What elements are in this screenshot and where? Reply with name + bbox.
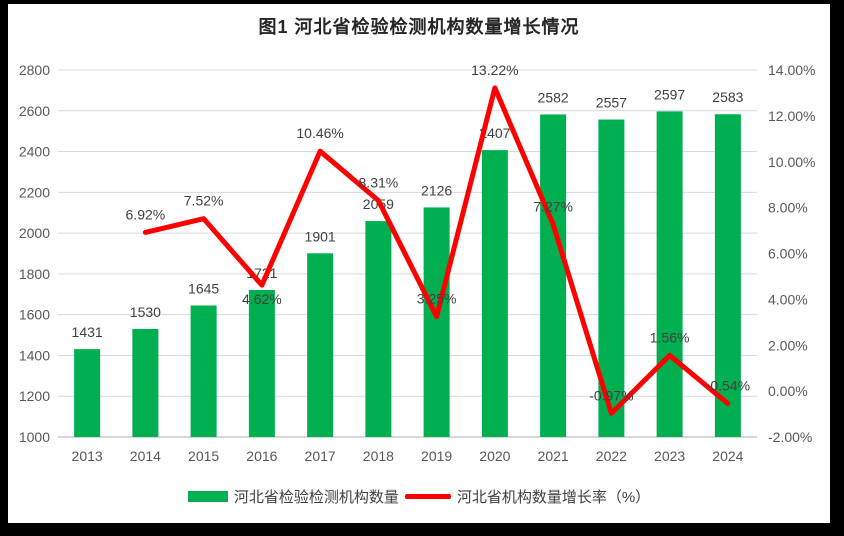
x-axis-category-label: 2023 [654, 448, 685, 464]
combo-chart-plot: 1000 1200 1400 1600 1800 2000 2200 2400 2600 2800… [19, 62, 816, 464]
chart-title: 图1 河北省检验检测机构数量增长情况 [258, 17, 580, 37]
legend-label-bar: 河北省检验检测机构数量 [233, 489, 399, 506]
x-axis-category-label: 2018 [363, 448, 394, 464]
line-value-label: 7.52% [184, 193, 224, 209]
bar-value-label: 1645 [188, 280, 219, 296]
legend-swatch-line [404, 494, 451, 499]
y-axis-left-tick-label: 2600 [19, 103, 50, 119]
x-axis-category-label: 2013 [72, 448, 103, 464]
y-axis-left-tick-label: 1400 [19, 347, 50, 363]
y-axis-left-tick-label: 2400 [19, 144, 50, 160]
line-value-label: 13.22% [471, 62, 518, 78]
bar-value-label: 2583 [712, 89, 743, 105]
bar [74, 349, 101, 437]
legend-label-line: 河北省机构数量增长率（%） [456, 489, 651, 506]
y-axis-right-tick-label: -2.00% [768, 429, 812, 445]
bar [423, 207, 450, 437]
x-axis-category-label: 2014 [130, 448, 161, 464]
chart-legend: 河北省检验检测机构数量 河北省机构数量增长率（%） [8, 486, 830, 507]
x-axis-category-label: 2019 [421, 448, 452, 464]
line-value-label: 3.25% [417, 291, 457, 307]
x-axis-category-label: 2024 [712, 448, 743, 464]
y-axis-right-tick-label: 8.00% [768, 200, 808, 216]
y-axis-right-tick-label: 12.00% [768, 108, 815, 124]
bar-value-label: 1530 [130, 304, 161, 320]
y-axis-left-tick-label: 1800 [19, 266, 50, 282]
bar-value-label: 2597 [654, 86, 685, 102]
x-axis-category-label: 2021 [538, 448, 569, 464]
legend-item-bar-series: 河北省检验检测机构数量 [187, 486, 399, 507]
x-axis-category-label: 2017 [305, 448, 336, 464]
bar-value-label: 1901 [305, 228, 336, 244]
bar [190, 305, 217, 437]
legend-item-line-series: 河北省机构数量增长率（%） [404, 486, 651, 507]
y-axis-left-tick-label: 2200 [19, 184, 50, 200]
y-axis-left-tick-label: 2800 [19, 62, 50, 78]
bar [656, 111, 683, 438]
bar [714, 114, 741, 437]
line-value-label: 4.62% [242, 291, 282, 307]
line-value-label: 6.92% [126, 206, 166, 222]
x-axis-category-label: 2016 [246, 448, 277, 464]
bar [132, 328, 159, 437]
bar [481, 150, 508, 437]
growth-rate-line [142, 85, 731, 416]
line-value-label: 10.46% [296, 125, 343, 141]
chart-panel: 图1 河北省检验检测机构数量增长情况 1000 1200 1400 1600 1800 2… [8, 4, 830, 523]
y-axis-left-tick-label: 1200 [19, 388, 50, 404]
y-axis-right-tick-label: 6.00% [768, 246, 808, 262]
legend-swatch-bar [187, 491, 228, 502]
y-axis-right-tick-label: 14.00% [768, 62, 815, 78]
y-axis-right-tick-label: 0.00% [768, 383, 808, 399]
line-value-label: 7.27% [533, 198, 573, 214]
bar-value-label: 1431 [72, 324, 103, 340]
bar [540, 114, 567, 437]
y-axis-left-tick-label: 1600 [19, 307, 50, 323]
bar-value-label: 2407 [479, 125, 510, 141]
bar-value-label: 2582 [538, 89, 569, 105]
line-value-label: -0.97% [589, 387, 633, 403]
line-value-label: -0.54% [706, 378, 750, 394]
x-axis-category-label: 2015 [188, 448, 219, 464]
y-axis-left-tick-label: 2000 [19, 225, 50, 241]
y-axis-right-tick-label: 2.00% [768, 337, 808, 353]
line-value-label: 8.31% [359, 175, 399, 191]
bar-value-label: 2126 [421, 182, 452, 198]
bar [248, 289, 275, 437]
y-axis-right-tick-label: 4.00% [768, 291, 808, 307]
line-value-label: 1.56% [650, 329, 690, 345]
x-axis-category-label: 2022 [596, 448, 627, 464]
bar [365, 221, 392, 437]
x-axis-category-label: 2020 [479, 448, 510, 464]
y-axis-right-tick-label: 10.00% [768, 154, 815, 170]
bar-value-label: 2557 [596, 95, 627, 111]
bar [307, 253, 334, 437]
y-axis-left-tick-label: 1000 [19, 429, 50, 445]
